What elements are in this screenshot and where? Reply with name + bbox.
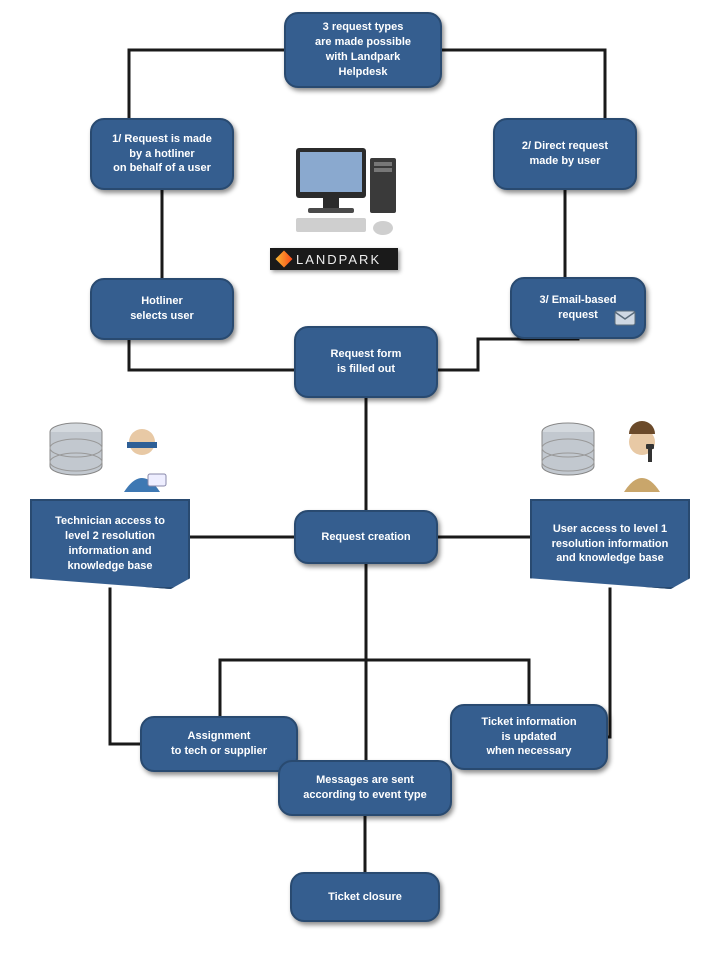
node-request-types: 3 request typesare made possiblewith Lan… bbox=[284, 12, 442, 88]
node-label: Ticket closure bbox=[328, 890, 402, 905]
logo-text: LANDPARK bbox=[296, 252, 381, 267]
node-user-access: User access to level 1resolution informa… bbox=[530, 499, 690, 589]
logo-cube-icon bbox=[276, 251, 293, 268]
node-label: Technician access tolevel 2 resolutionin… bbox=[55, 514, 165, 573]
node-label: Request creation bbox=[321, 530, 410, 545]
node-label: Messages are sentaccording to event type bbox=[303, 773, 426, 803]
node-request-direct: 2/ Direct requestmade by user bbox=[493, 118, 637, 190]
landpark-logo: LANDPARK bbox=[270, 248, 398, 270]
node-hotliner-selects: Hotlinerselects user bbox=[90, 278, 234, 340]
node-request-creation: Request creation bbox=[294, 510, 438, 564]
flowchart-canvas: 3 request typesare made possiblewith Lan… bbox=[0, 0, 720, 960]
node-messages: Messages are sentaccording to event type bbox=[278, 760, 452, 816]
computer-icon bbox=[288, 140, 408, 245]
node-label: User access to level 1resolution informa… bbox=[552, 522, 669, 567]
node-request-form: Request formis filled out bbox=[294, 326, 438, 398]
database-user-icon bbox=[536, 418, 686, 503]
node-label: 2/ Direct requestmade by user bbox=[522, 139, 608, 169]
email-icon bbox=[614, 310, 636, 331]
node-ticket-closure: Ticket closure bbox=[290, 872, 440, 922]
node-label: 3 request typesare made possiblewith Lan… bbox=[315, 20, 411, 79]
node-assignment: Assignmentto tech or supplier bbox=[140, 716, 298, 772]
node-label: 3/ Email-basedrequest bbox=[539, 293, 616, 323]
database-technician-icon bbox=[44, 418, 184, 503]
node-label: Ticket informationis updatedwhen necessa… bbox=[481, 715, 576, 760]
node-label: Assignmentto tech or supplier bbox=[171, 729, 267, 759]
node-request-hotliner: 1/ Request is madeby a hotlineron behalf… bbox=[90, 118, 234, 190]
node-label: Hotlinerselects user bbox=[130, 294, 194, 324]
node-label: 1/ Request is madeby a hotlineron behalf… bbox=[112, 132, 212, 177]
node-label: Request formis filled out bbox=[331, 347, 402, 377]
node-technician-access: Technician access tolevel 2 resolutionin… bbox=[30, 499, 190, 589]
node-ticket-update: Ticket informationis updatedwhen necessa… bbox=[450, 704, 608, 770]
node-email-request: 3/ Email-basedrequest bbox=[510, 277, 646, 339]
